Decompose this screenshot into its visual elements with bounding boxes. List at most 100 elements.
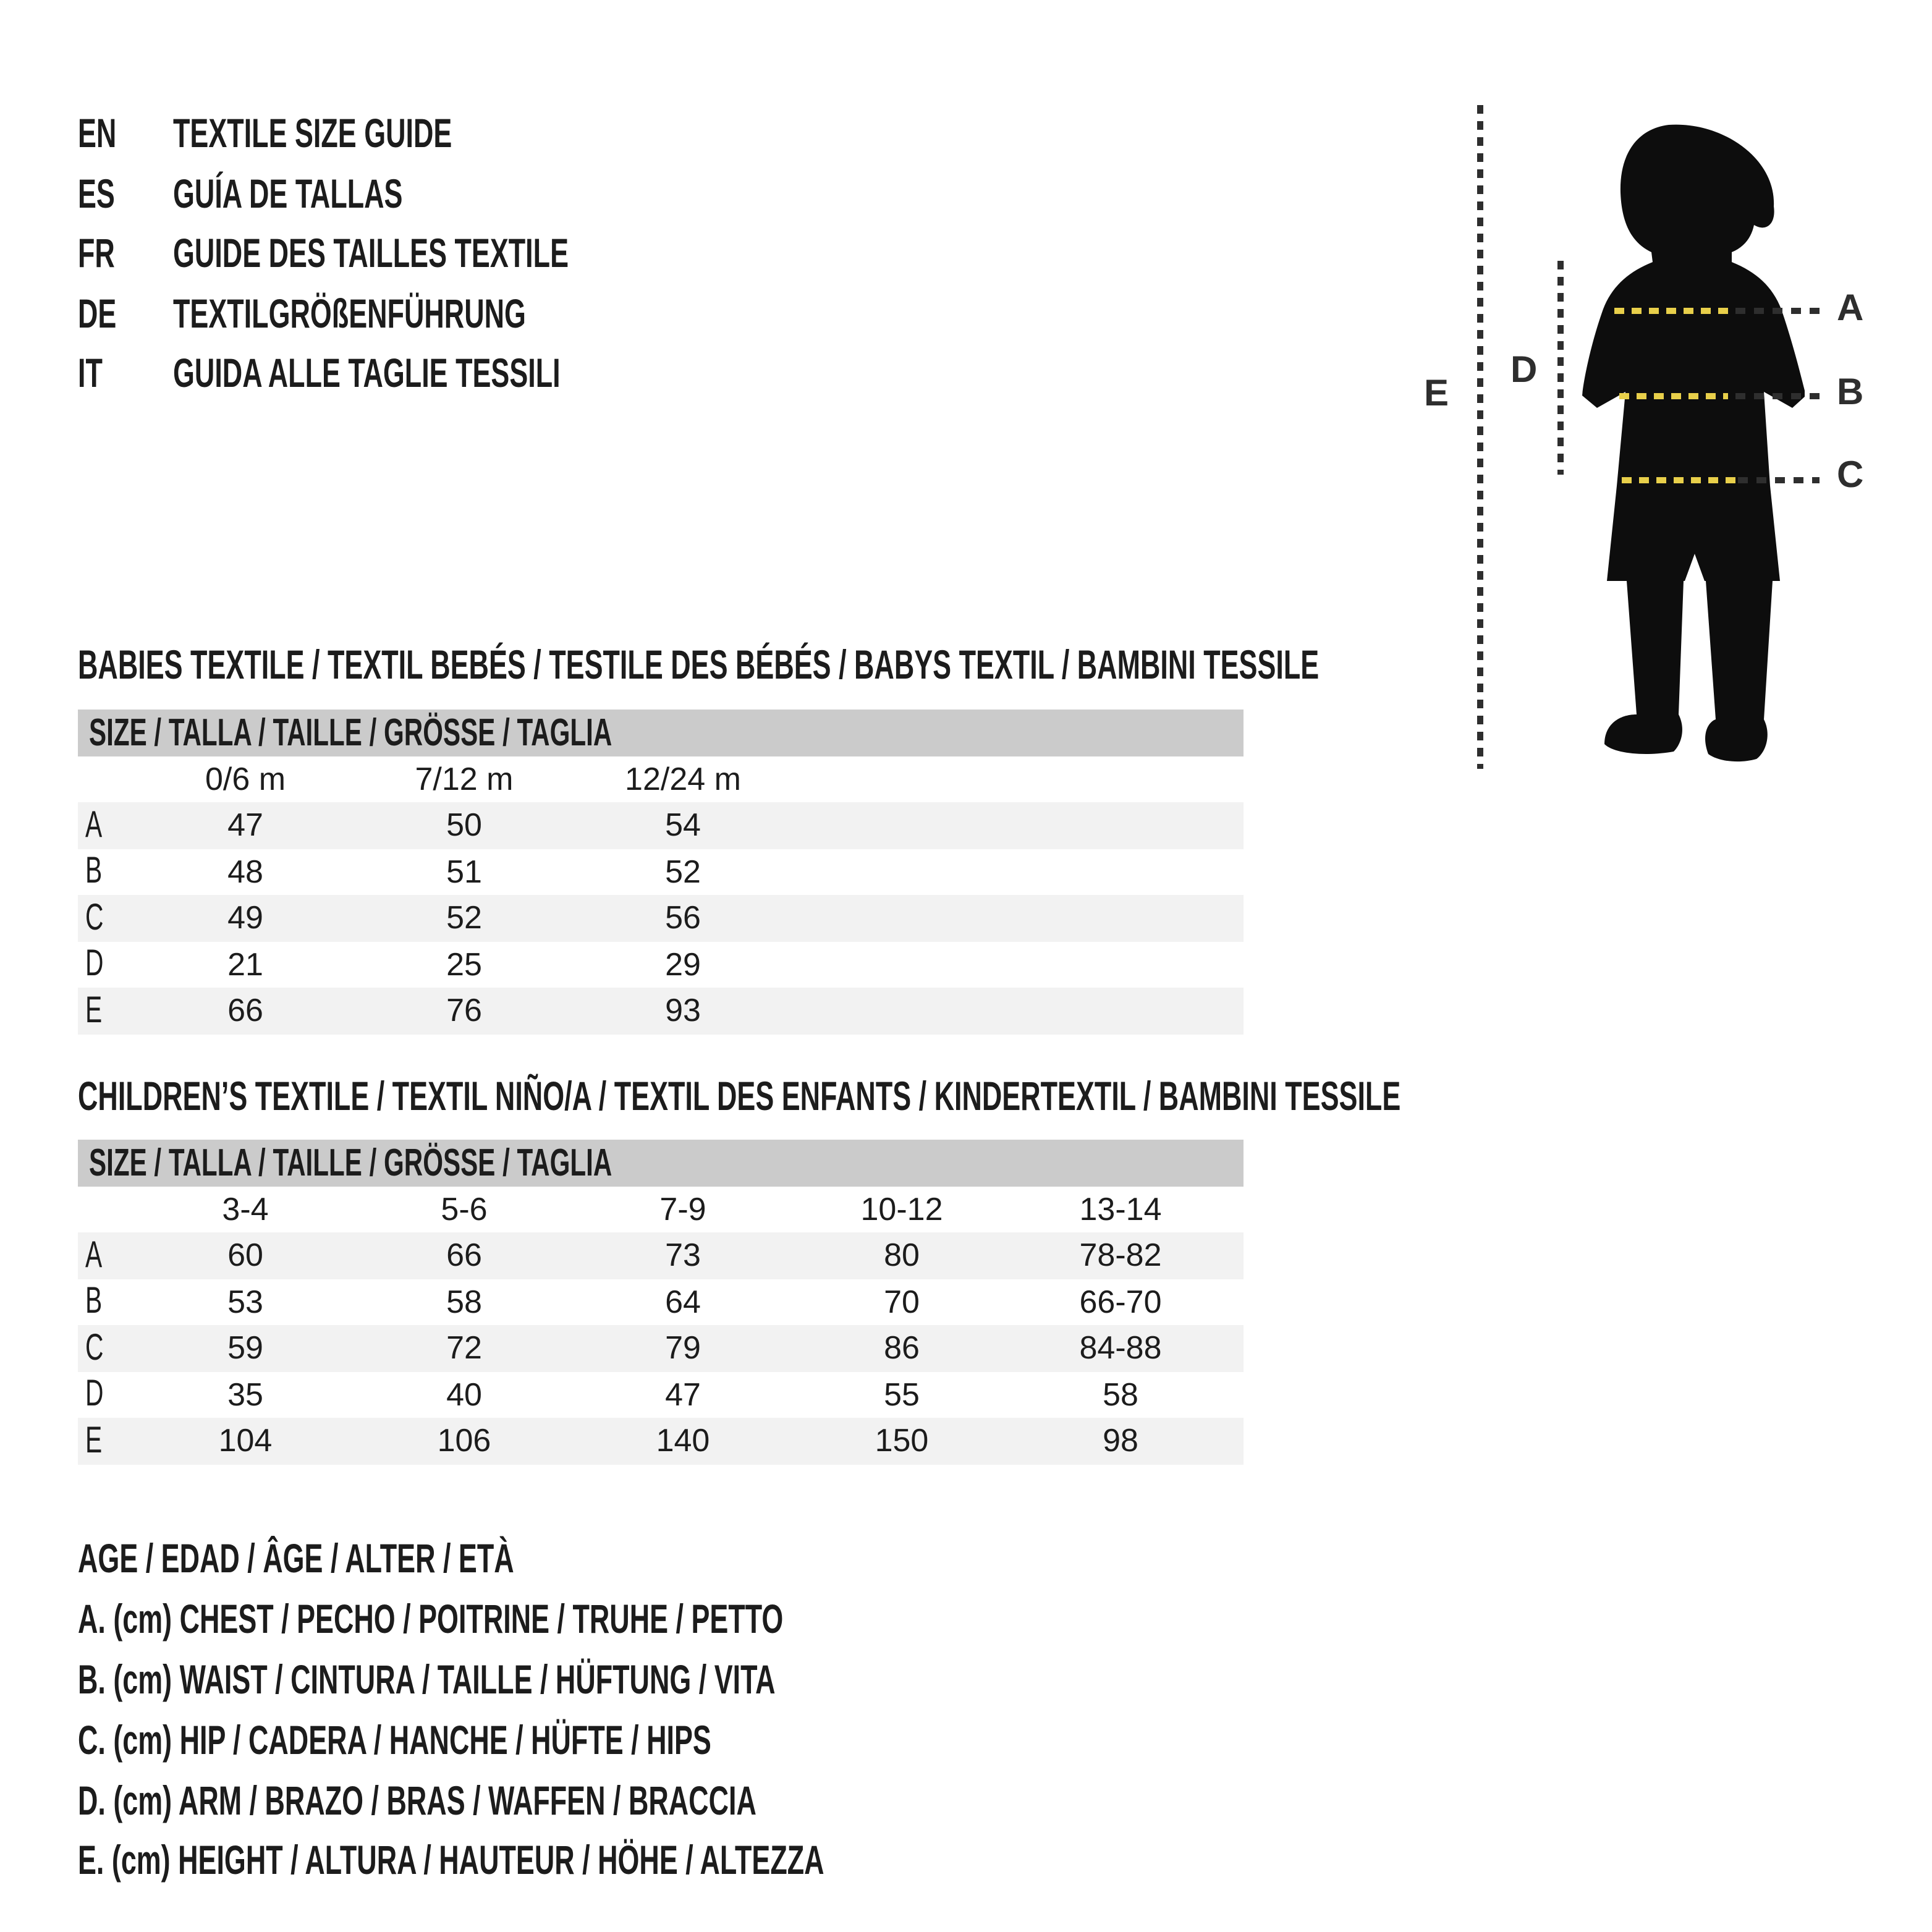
cell: 86	[884, 1329, 920, 1366]
table-row: A 60 66 73 80 78-82	[78, 1232, 1244, 1279]
table-row: B 48 51 52	[78, 849, 1244, 895]
lang-title: GUÍA DE TALLAS	[173, 170, 403, 216]
children-size-header-bar: SIZE / TALLA / TAILLE / GRÖSSE / TAGLIA	[78, 1140, 1244, 1187]
column-header: 3-4	[222, 1190, 269, 1227]
legend-height: E. (cm) HEIGHT / ALTURA / HAUTEUR / HÖHE…	[78, 1837, 824, 1883]
lang-title: GUIDA ALLE TAGLIE TESSILI	[173, 350, 561, 396]
lang-code: FR	[78, 230, 115, 276]
legend-waist: B. (cm) WAIST / CINTURA / TAILLE / HÜFTU…	[78, 1656, 776, 1702]
cell: 58	[446, 1282, 482, 1320]
table-row: C 49 52 56	[78, 895, 1244, 941]
cell: 59	[227, 1329, 263, 1366]
cell: 40	[446, 1375, 482, 1413]
hip-measure-dash-dark	[1738, 477, 1820, 483]
cell: 52	[446, 899, 482, 936]
measure-label-a: A	[1837, 288, 1864, 329]
lang-row-it: IT GUIDA ALLE TAGLIE TESSILI	[78, 344, 755, 404]
cell: 55	[884, 1375, 920, 1413]
measure-label-b: B	[1837, 372, 1864, 413]
cell: 150	[875, 1421, 929, 1459]
row-label: B	[85, 1281, 103, 1322]
cell: 70	[884, 1282, 920, 1320]
arm-measure-line-d	[1557, 261, 1564, 475]
cell: 60	[227, 1236, 263, 1274]
lang-code: DE	[78, 290, 117, 336]
table-row: E 66 76 93	[78, 988, 1244, 1034]
cell: 58	[1103, 1375, 1138, 1413]
cell: 47	[665, 1375, 701, 1413]
cell: 35	[227, 1375, 263, 1413]
column-header: 0/6 m	[205, 760, 286, 797]
lang-row-fr: FR GUIDE DES TAILLES TEXTILE	[78, 224, 755, 284]
chest-measure-dash-yellow	[1614, 308, 1731, 314]
row-label: C	[85, 1327, 104, 1368]
children-section-heading: CHILDREN’S TEXTILE / TEXTIL NIÑO/A / TEX…	[78, 1073, 1401, 1119]
table-row: D 21 25 29	[78, 941, 1244, 988]
cell: 79	[665, 1329, 701, 1366]
children-column-header-row: 3-4 5-6 7-9 10-12 13-14	[78, 1187, 1244, 1232]
cell: 106	[437, 1421, 491, 1459]
table-row: A 47 50 54	[78, 802, 1244, 849]
cell: 48	[227, 852, 263, 890]
lang-title: GUIDE DES TAILLES TEXTILE	[173, 230, 569, 276]
cell: 29	[665, 945, 701, 983]
cell: 21	[227, 945, 263, 983]
legend-arm: D. (cm) ARM / BRAZO / BRAS / WAFFEN / BR…	[78, 1777, 756, 1823]
lang-code: IT	[78, 350, 103, 396]
legend-chest: A. (cm) CHEST / PECHO / POITRINE / TRUHE…	[78, 1596, 784, 1642]
cell: 66	[227, 991, 263, 1029]
cell: 93	[665, 991, 701, 1029]
height-measure-line-e	[1477, 105, 1483, 769]
cell: 51	[446, 852, 482, 890]
cell: 104	[218, 1421, 273, 1459]
babies-column-header-row: 0/6 m 7/12 m 12/24 m	[78, 756, 1244, 802]
lang-row-es: ES GUÍA DE TALLAS	[78, 164, 755, 224]
measure-label-d: D	[1510, 350, 1538, 391]
cell: 52	[665, 852, 701, 890]
measure-label-e: E	[1424, 373, 1449, 414]
hip-measure-dash-yellow	[1622, 477, 1735, 483]
legend-age: AGE / EDAD / ÂGE / ALTER / ETÀ	[78, 1535, 514, 1582]
table-row: C 59 72 79 86 84-88	[78, 1325, 1244, 1371]
column-header: 12/24 m	[625, 760, 741, 797]
row-label: E	[85, 989, 103, 1031]
row-label: E	[85, 1420, 103, 1461]
cell: 50	[446, 806, 482, 844]
cell: 76	[446, 991, 482, 1029]
row-label: A	[85, 1234, 103, 1276]
row-label: D	[85, 1373, 104, 1415]
cell: 64	[665, 1282, 701, 1320]
column-header: 13-14	[1079, 1190, 1162, 1227]
cell: 49	[227, 899, 263, 936]
legend-hip: C. (cm) HIP / CADERA / HANCHE / HÜFTE / …	[78, 1716, 711, 1763]
lang-code: ES	[78, 170, 115, 216]
lang-title: TEXTILE SIZE GUIDE	[173, 110, 452, 156]
child-silhouette-icon	[1582, 124, 1805, 762]
cell: 98	[1103, 1421, 1138, 1459]
measure-label-c: C	[1837, 455, 1864, 496]
waist-measure-dash-yellow	[1619, 393, 1728, 399]
cell: 72	[446, 1329, 482, 1366]
cell: 66	[446, 1236, 482, 1274]
waist-measure-dash-dark	[1735, 393, 1820, 399]
row-label: A	[85, 804, 103, 845]
cell: 47	[227, 806, 263, 844]
column-header: 7/12 m	[415, 760, 514, 797]
table-row: B 53 58 64 70 66-70	[78, 1279, 1244, 1325]
cell: 78-82	[1079, 1236, 1162, 1274]
cell: 73	[665, 1236, 701, 1274]
lang-title: TEXTILGRÖßENFÜHRUNG	[173, 290, 526, 336]
lang-row-en: EN TEXTILE SIZE GUIDE	[78, 104, 755, 164]
column-header: 7-9	[659, 1190, 706, 1227]
babies-size-table: 0/6 m 7/12 m 12/24 m A 47 50 54 B 48 51 …	[78, 756, 1244, 1034]
row-label: B	[85, 850, 103, 892]
chest-measure-dash-dark	[1735, 308, 1820, 314]
cell: 56	[665, 899, 701, 936]
babies-size-header-bar: SIZE / TALLA / TAILLE / GRÖSSE / TAGLIA	[78, 710, 1244, 756]
measurement-legend: AGE / EDAD / ÂGE / ALTER / ETÀ A. (cm) C…	[78, 1529, 1176, 1891]
cell: 25	[446, 945, 482, 983]
cell: 66-70	[1079, 1282, 1162, 1320]
cell: 80	[884, 1236, 920, 1274]
table-row: E 104 106 140 150 98	[78, 1418, 1244, 1464]
